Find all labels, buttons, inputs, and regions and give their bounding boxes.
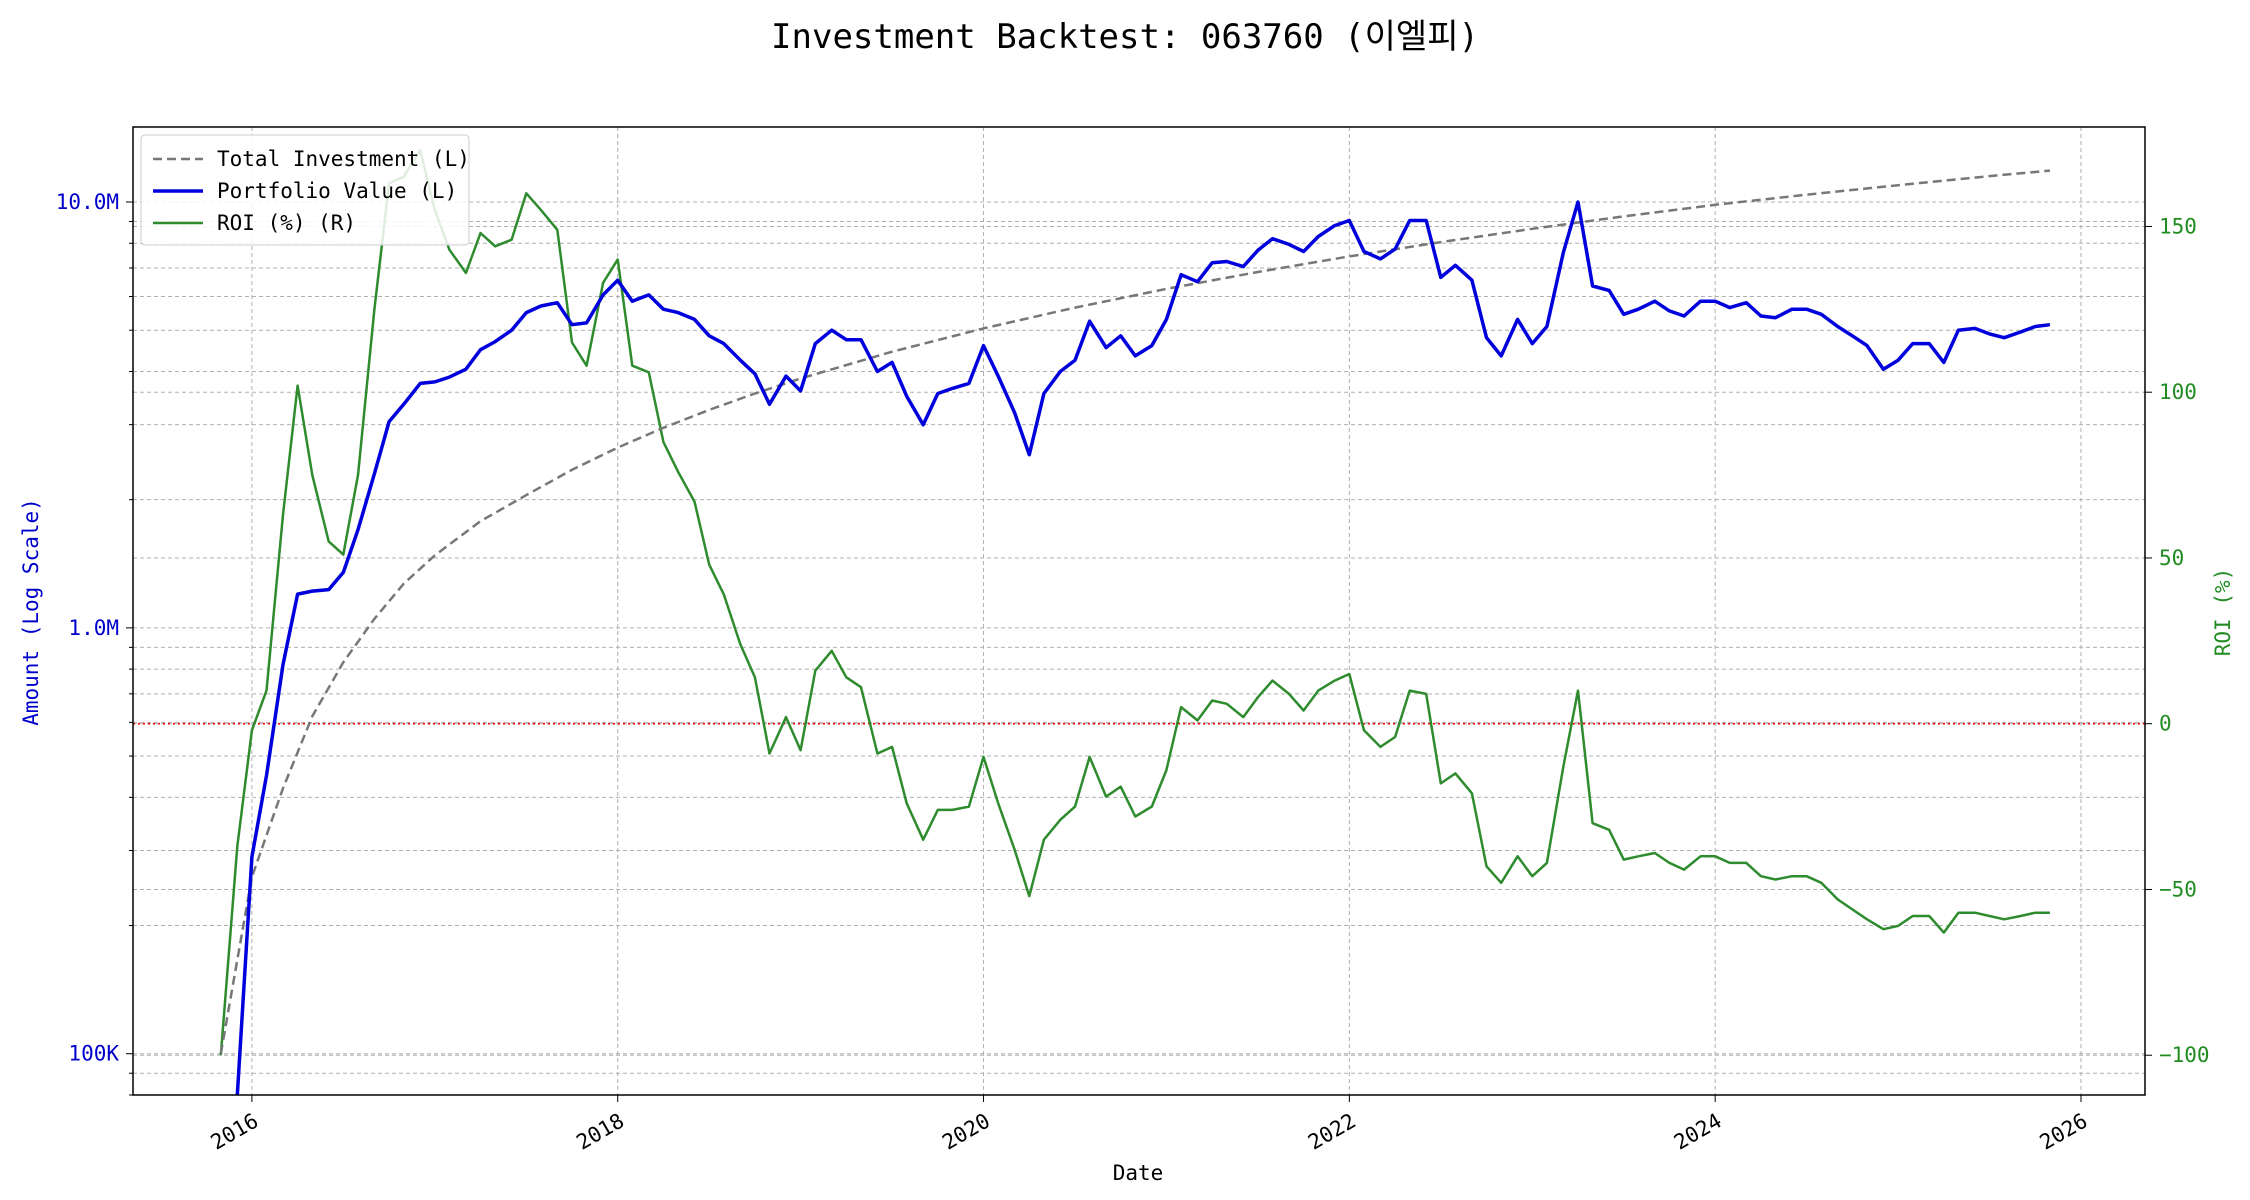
y-left-tick-label: 100K — [68, 1042, 119, 1066]
x-axis-label: Date — [1113, 1161, 1164, 1185]
y-left-tick-label: 10.0M — [56, 190, 119, 214]
y-left-tick-label: 1.0M — [68, 616, 119, 640]
y-left-axis-label: Amount (Log Scale) — [19, 498, 43, 726]
roi-line — [219, 148, 2050, 1056]
x-tick-label: 2026 — [2036, 1109, 2092, 1155]
x-tick-label: 2018 — [572, 1109, 628, 1155]
x-tick-label: 2024 — [1670, 1109, 1726, 1155]
x-axis: 2016 2018 2020 2022 2024 2026 — [207, 1095, 2092, 1155]
y-right-tick-label: −100 — [2159, 1043, 2210, 1067]
x-tick-label: 2022 — [1304, 1109, 1360, 1155]
legend-label: ROI (%) (R) — [217, 211, 356, 235]
legend-label: Total Investment (L) — [217, 147, 470, 171]
grid-layer — [133, 127, 2145, 1096]
series-layer — [219, 148, 2051, 1096]
y-right-axis-label: ROI (%) — [2211, 568, 2235, 657]
x-tick-label: 2020 — [938, 1109, 994, 1155]
legend-box — [140, 134, 470, 246]
y-right-tick-label: 150 — [2159, 214, 2197, 238]
x-tick-label: 2016 — [207, 1109, 263, 1155]
legend-label: Portfolio Value (L) — [217, 179, 457, 203]
y-right-tick-label: −50 — [2159, 877, 2197, 901]
y-right-tick-label: 0 — [2159, 712, 2172, 736]
plot-frame — [132, 126, 2146, 1096]
portfolio-value-line — [235, 200, 2051, 1096]
chart-title: Investment Backtest: 063760 (이엘피) — [771, 17, 1479, 57]
legend: Total Investment (L) Portfolio Value (L) R… — [140, 134, 470, 246]
y-right-tick-label: 100 — [2159, 380, 2197, 404]
total-investment-line — [219, 169, 2051, 1054]
y-right-tick-label: 50 — [2159, 546, 2184, 570]
y-left-axis: 100K 1.0M 10.0M — [56, 190, 133, 1096]
y-right-axis: −100 −50 0 50 100 150 — [2145, 214, 2210, 1067]
